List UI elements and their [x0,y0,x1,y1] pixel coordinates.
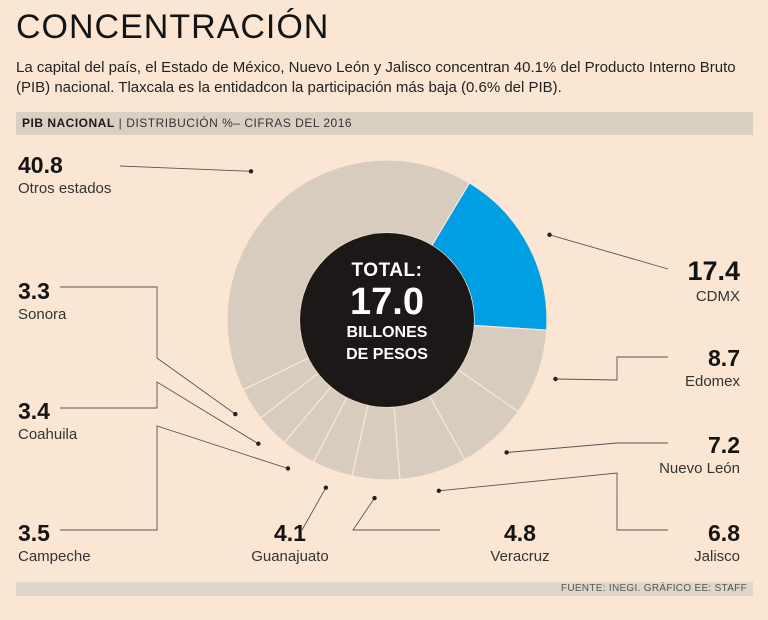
label-guanajuato: 4.1 Guanajuato [240,520,340,566]
label-campeche: 3.5 Campeche [18,520,91,566]
name-edomex: Edomex [684,373,740,390]
leader-dot [285,466,291,471]
label-nuevo-leon: 7.2 Nuevo León [659,432,740,478]
leader-dot [553,376,558,382]
label-edomex: 8.7 Edomex [685,345,740,391]
leader-line [60,286,236,415]
name-sonora: Sonora [18,306,67,323]
leader-dot [372,495,377,501]
value-jalisco: 6.8 [708,520,740,546]
leader-line [549,234,669,270]
page-title: CONCENTRACIÓN [16,8,330,46]
leader-line [555,356,668,381]
chart-header-separator: | [118,116,123,130]
source-footer: FUENTE: INEGI. GRÁFICO EE: STAFF [16,582,753,596]
name-veracruz: Veracruz [490,548,550,565]
leader-line [352,497,440,531]
value-guanajuato: 4.1 [274,520,306,546]
leader-line [60,425,289,531]
label-coahuila: 3.4 Coahuila [18,398,77,444]
label-veracruz: 4.8 Veracruz [480,520,560,566]
leader-dot [248,169,254,174]
page-subtitle: La capital del país, el Estado de México… [16,59,736,96]
source-text: FUENTE: INEGI. GRÁFICO EE: STAFF [560,583,747,594]
leader-dot [256,441,261,446]
chart-header-bar: PIB NACIONAL | DISTRIBUCIÓN %– CIFRAS DEL … [16,112,753,135]
name-otros-estados: Otros estados [18,180,112,197]
value-edomex: 8.7 [708,345,740,371]
leader-dot [323,485,329,490]
name-coahuila: Coahuila [18,426,78,443]
leader-line [119,165,252,172]
name-guanajuato: Guanajuato [251,548,329,565]
name-cdmx: CDMX [695,288,740,305]
chart-title: PIB NACIONAL [22,116,115,130]
center-circle [300,233,474,407]
value-otros-estados: 40.8 [18,152,63,178]
leader-line [301,487,327,531]
label-otros-estados: 40.8 Otros estados [18,152,111,198]
value-cdmx: 17.4 [687,256,740,286]
value-campeche: 3.5 [18,520,50,546]
name-nuevo-leon: Nuevo León [659,460,740,477]
leader-dot [233,411,238,417]
leader-line [438,472,668,531]
value-nuevo-leon: 7.2 [708,432,740,458]
label-jalisco: 6.8 Jalisco [694,520,740,566]
leader-line [506,442,668,453]
label-sonora: 3.3 Sonora [18,278,66,324]
value-coahuila: 3.4 [18,398,50,424]
name-campeche: Campeche [18,548,91,565]
chart-subtitle: DISTRIBUCIÓN %– CIFRAS DEL 2016 [126,116,353,130]
label-cdmx: 17.4 CDMX [687,256,740,306]
value-veracruz: 4.8 [504,520,536,546]
leader-line [60,381,259,445]
name-jalisco: Jalisco [694,548,740,565]
value-sonora: 3.3 [18,278,50,304]
leader-dot [504,450,509,455]
leader-dot [547,232,552,237]
leader-dot [436,488,442,494]
